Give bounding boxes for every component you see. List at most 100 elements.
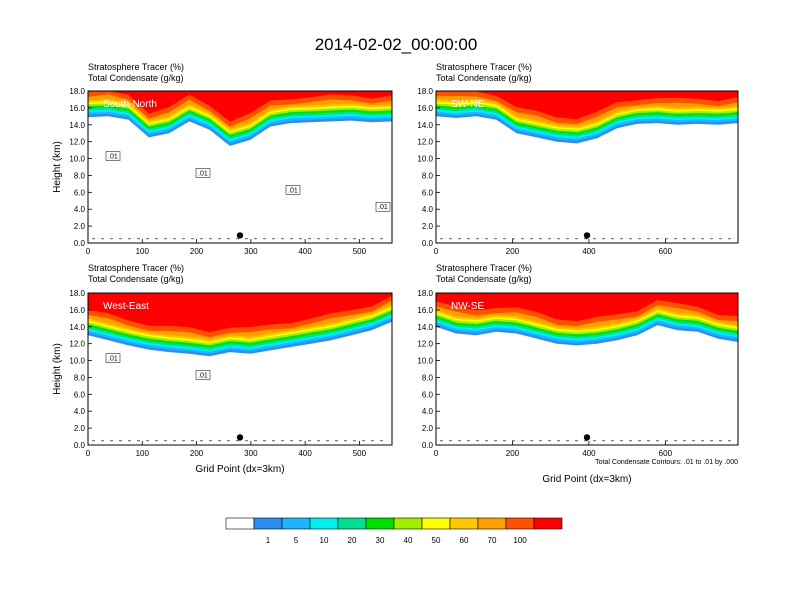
colorbar-swatch [505,517,535,530]
y-tick-label: 16.0 [69,104,85,113]
y-tick-label: 12.0 [417,138,433,147]
y-tick-label: 0.0 [422,239,434,248]
colorbar: 1 5 10 20 30 40 50 60 70 100 [225,517,563,545]
y-tick-label: 0.0 [422,441,434,450]
x-tick-label: 100 [136,449,150,458]
x-tick-label: 200 [190,247,204,256]
x-tick-label: 200 [506,449,520,458]
plot-area [436,91,738,243]
tracer-band [436,293,738,322]
colorbar-swatch [365,517,395,530]
panel-title-line-1: Stratosphere Tracer (%) [88,263,184,273]
location-marker [583,434,591,441]
y-tick-label: 6.0 [422,188,434,197]
x-tick-label: 400 [582,247,596,256]
panel-title-line-2: Total Condensate (g/kg) [88,73,184,83]
x-tick-label: 0 [86,247,91,256]
y-tick-label: 12.0 [69,340,85,349]
x-tick-label: 200 [506,247,520,256]
y-tick-label: 16.0 [417,104,433,113]
x-axis-label: Grid Point (dx=3km) [195,464,284,475]
panel-title-line-1: Stratosphere Tracer (%) [88,62,184,72]
colorbar-swatch [253,517,283,530]
svg-text:.01: .01 [288,187,298,194]
x-tick-label: 300 [244,449,258,458]
x-tick-label: 0 [434,247,439,256]
y-tick-label: 2.0 [74,424,86,433]
y-tick-label: 8.0 [74,373,86,382]
x-tick-label: 300 [244,247,258,256]
contour-label: .01 [195,370,211,380]
colorbar-label: 5 [294,536,299,545]
colorbar-label: 10 [320,536,329,545]
figure-title: 2014-02-02_00:00:00 [315,35,478,54]
panel-sw-ne: Stratosphere Tracer (%) Total Condensate… [417,62,739,256]
contour-label: .01 [195,168,211,178]
colorbar-swatch [533,517,563,530]
x-tick-label: 0 [86,449,91,458]
colorbar-label: 50 [432,536,441,545]
colorbar-label: 30 [376,536,385,545]
panel-title-line-1: Stratosphere Tracer (%) [436,263,532,273]
x-tick-label: 400 [582,449,596,458]
y-tick-label: 2.0 [74,222,86,231]
colorbar-label: 20 [348,536,357,545]
location-marker [583,232,591,239]
colorbar-swatch [393,517,423,530]
y-tick-label: 18.0 [417,289,433,298]
x-tick-label: 600 [659,449,673,458]
panel-west-east: Stratosphere Tracer (%) Total Condensate… [52,263,393,475]
y-tick-label: 14.0 [417,121,433,130]
contour-label: .01 [105,353,121,363]
location-marker [236,232,244,239]
x-tick-label: 400 [298,247,312,256]
x-tick-label: 0 [434,449,439,458]
colorbar-label: 1 [266,536,271,545]
colorbar-label: 40 [404,536,413,545]
y-tick-label: 2.0 [422,222,434,231]
x-tick-label: 600 [659,247,673,256]
panel-title-line-1: Stratosphere Tracer (%) [436,62,532,72]
svg-text:.01: .01 [198,170,208,177]
y-tick-label: 8.0 [74,171,86,180]
y-tick-label: 14.0 [69,323,85,332]
plot-area: .01 .01 [88,293,392,445]
contour-footnote: Total Condensate Contours: .01 to .01 by… [595,459,738,466]
y-tick-label: 4.0 [74,407,86,416]
panel-label: West-East [103,301,149,312]
colorbar-swatch [225,517,255,530]
y-tick-label: 16.0 [417,306,433,315]
svg-text:.01: .01 [378,204,388,211]
y-tick-label: 4.0 [422,407,434,416]
x-tick-label: 100 [136,247,150,256]
y-axis-label: Height (km) [52,141,63,193]
tracer-band [88,293,392,333]
y-tick-label: 6.0 [74,390,86,399]
y-tick-label: 8.0 [422,373,434,382]
y-axis-label: Height (km) [52,343,63,395]
y-tick-label: 18.0 [417,87,433,96]
colorbar-swatch [449,517,479,530]
plot-frame [87,292,393,446]
colorbar-swatch [477,517,507,530]
y-tick-label: 8.0 [422,171,434,180]
contour-label: .01 [285,185,301,195]
y-tick-label: 10.0 [417,155,433,164]
y-tick-label: 12.0 [417,340,433,349]
svg-text:.01: .01 [108,356,118,363]
y-tick-label: 10.0 [417,357,433,366]
y-tick-label: 16.0 [69,306,85,315]
panel-south-north: Stratosphere Tracer (%) Total Condensate… [52,62,393,256]
x-tick-label: 500 [353,449,367,458]
x-tick-label: 400 [298,449,312,458]
y-tick-label: 18.0 [69,87,85,96]
x-axis-label: Grid Point (dx=3km) [542,474,631,485]
plot-frame [435,292,739,446]
tracer-band [436,91,738,120]
x-tick-label: 200 [190,449,204,458]
y-tick-label: 6.0 [74,188,86,197]
panel-nw-se: Stratosphere Tracer (%) Total Condensate… [417,263,739,485]
location-marker [236,434,244,441]
contour-label: .01 [375,201,391,212]
